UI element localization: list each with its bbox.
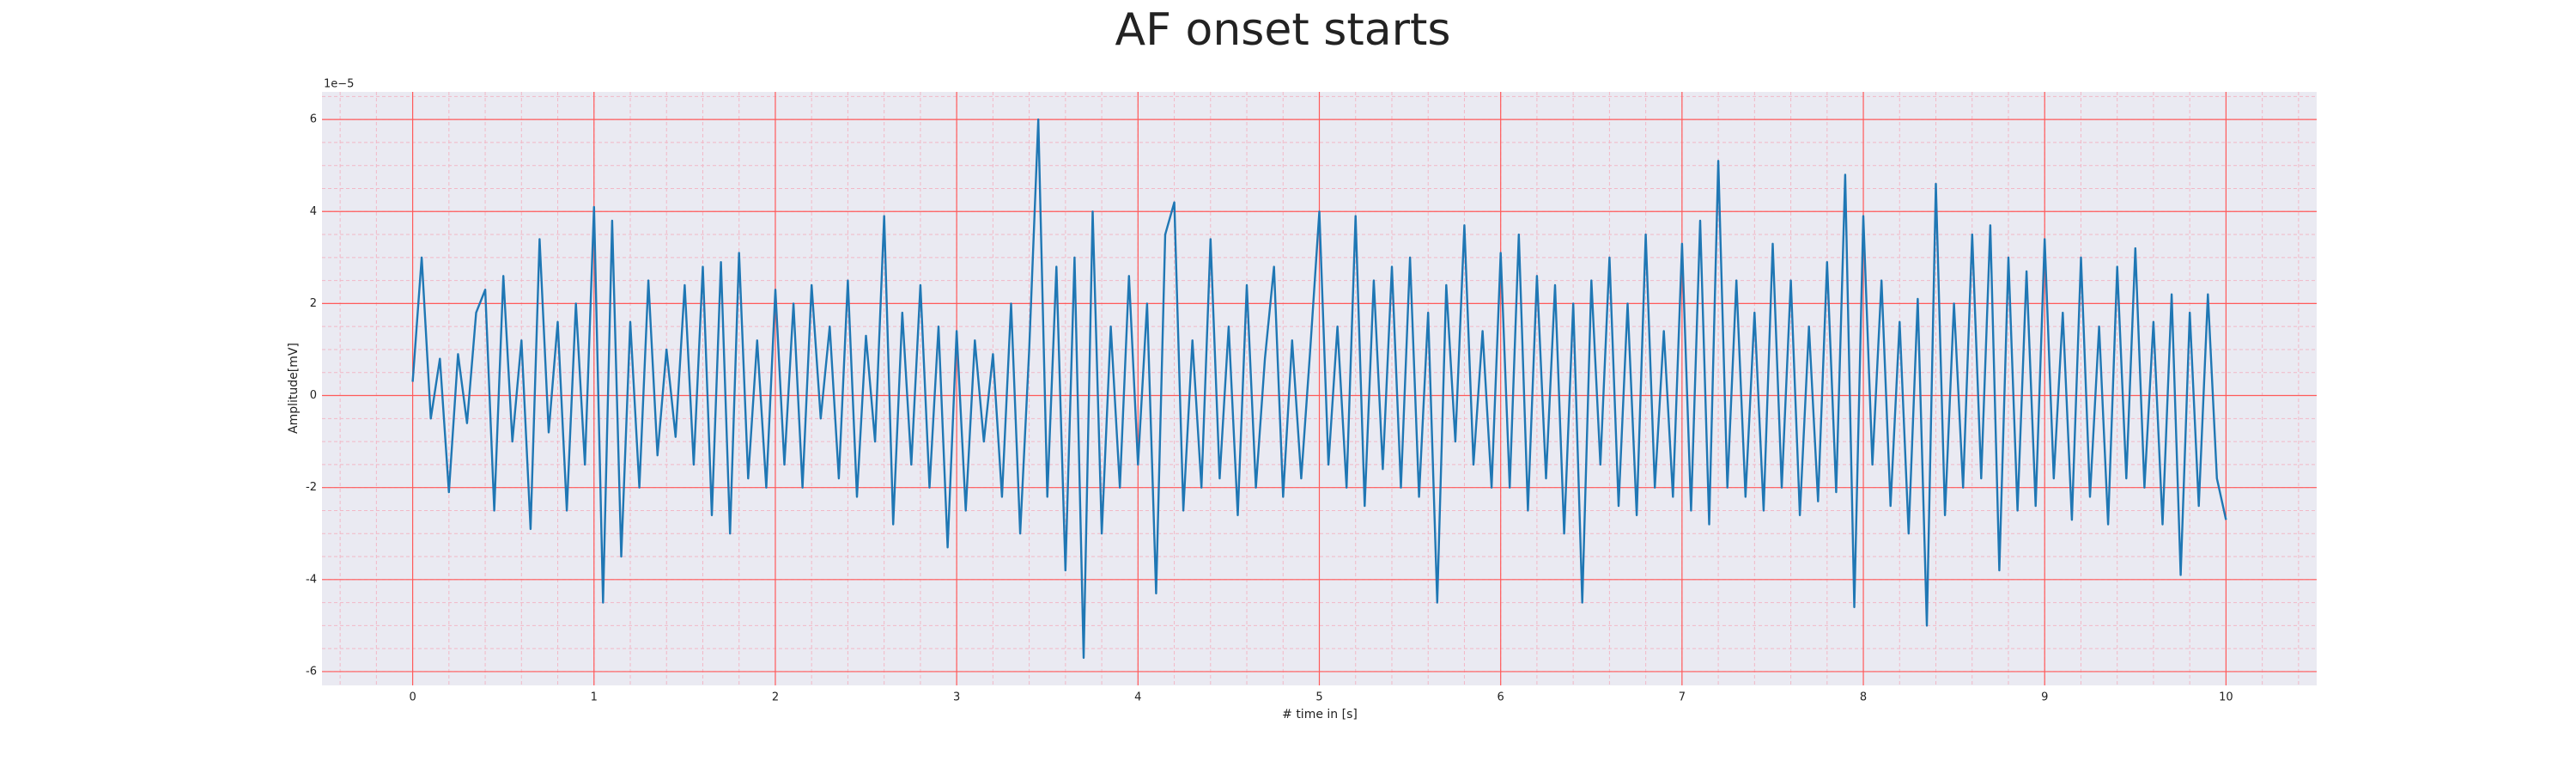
line-series xyxy=(411,118,2227,660)
y-tick-label: -6 xyxy=(306,665,317,678)
y-axis-label: Amplitude[mV] xyxy=(287,343,301,434)
y-tick-label: 2 xyxy=(310,297,317,310)
chart-title: AF onset starts xyxy=(1115,4,1451,56)
y-tick-label: 4 xyxy=(310,205,317,218)
y-tick-label: 6 xyxy=(310,113,317,126)
y-tick-label: -2 xyxy=(306,481,317,494)
y-offset-label: 1e−5 xyxy=(324,78,354,91)
x-tick-label: 6 xyxy=(1498,691,1504,704)
x-tick-label: 0 xyxy=(409,691,416,704)
y-tick-label: -4 xyxy=(306,573,317,586)
x-tick-label: 3 xyxy=(953,691,960,704)
x-tick-label: 8 xyxy=(1860,691,1867,704)
x-tick-label: 10 xyxy=(2219,691,2233,704)
x-tick-label: 1 xyxy=(591,691,598,704)
x-tick-label: 2 xyxy=(772,691,779,704)
y-tick-label: 0 xyxy=(310,389,317,402)
x-tick-label: 7 xyxy=(1679,691,1686,704)
x-tick-label: 5 xyxy=(1315,691,1322,704)
x-tick-label: 4 xyxy=(1134,691,1141,704)
x-axis-label: # time in [s] xyxy=(1282,708,1358,721)
x-tick-label: 9 xyxy=(2041,691,2048,704)
